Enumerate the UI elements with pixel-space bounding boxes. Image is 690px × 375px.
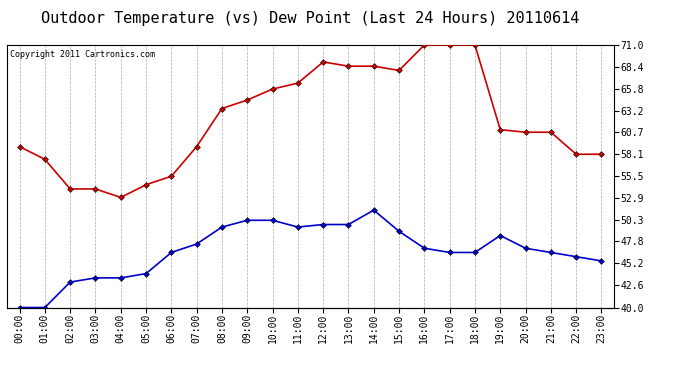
Text: Outdoor Temperature (vs) Dew Point (Last 24 Hours) 20110614: Outdoor Temperature (vs) Dew Point (Last…	[41, 11, 580, 26]
Text: Copyright 2011 Cartronics.com: Copyright 2011 Cartronics.com	[10, 50, 155, 59]
